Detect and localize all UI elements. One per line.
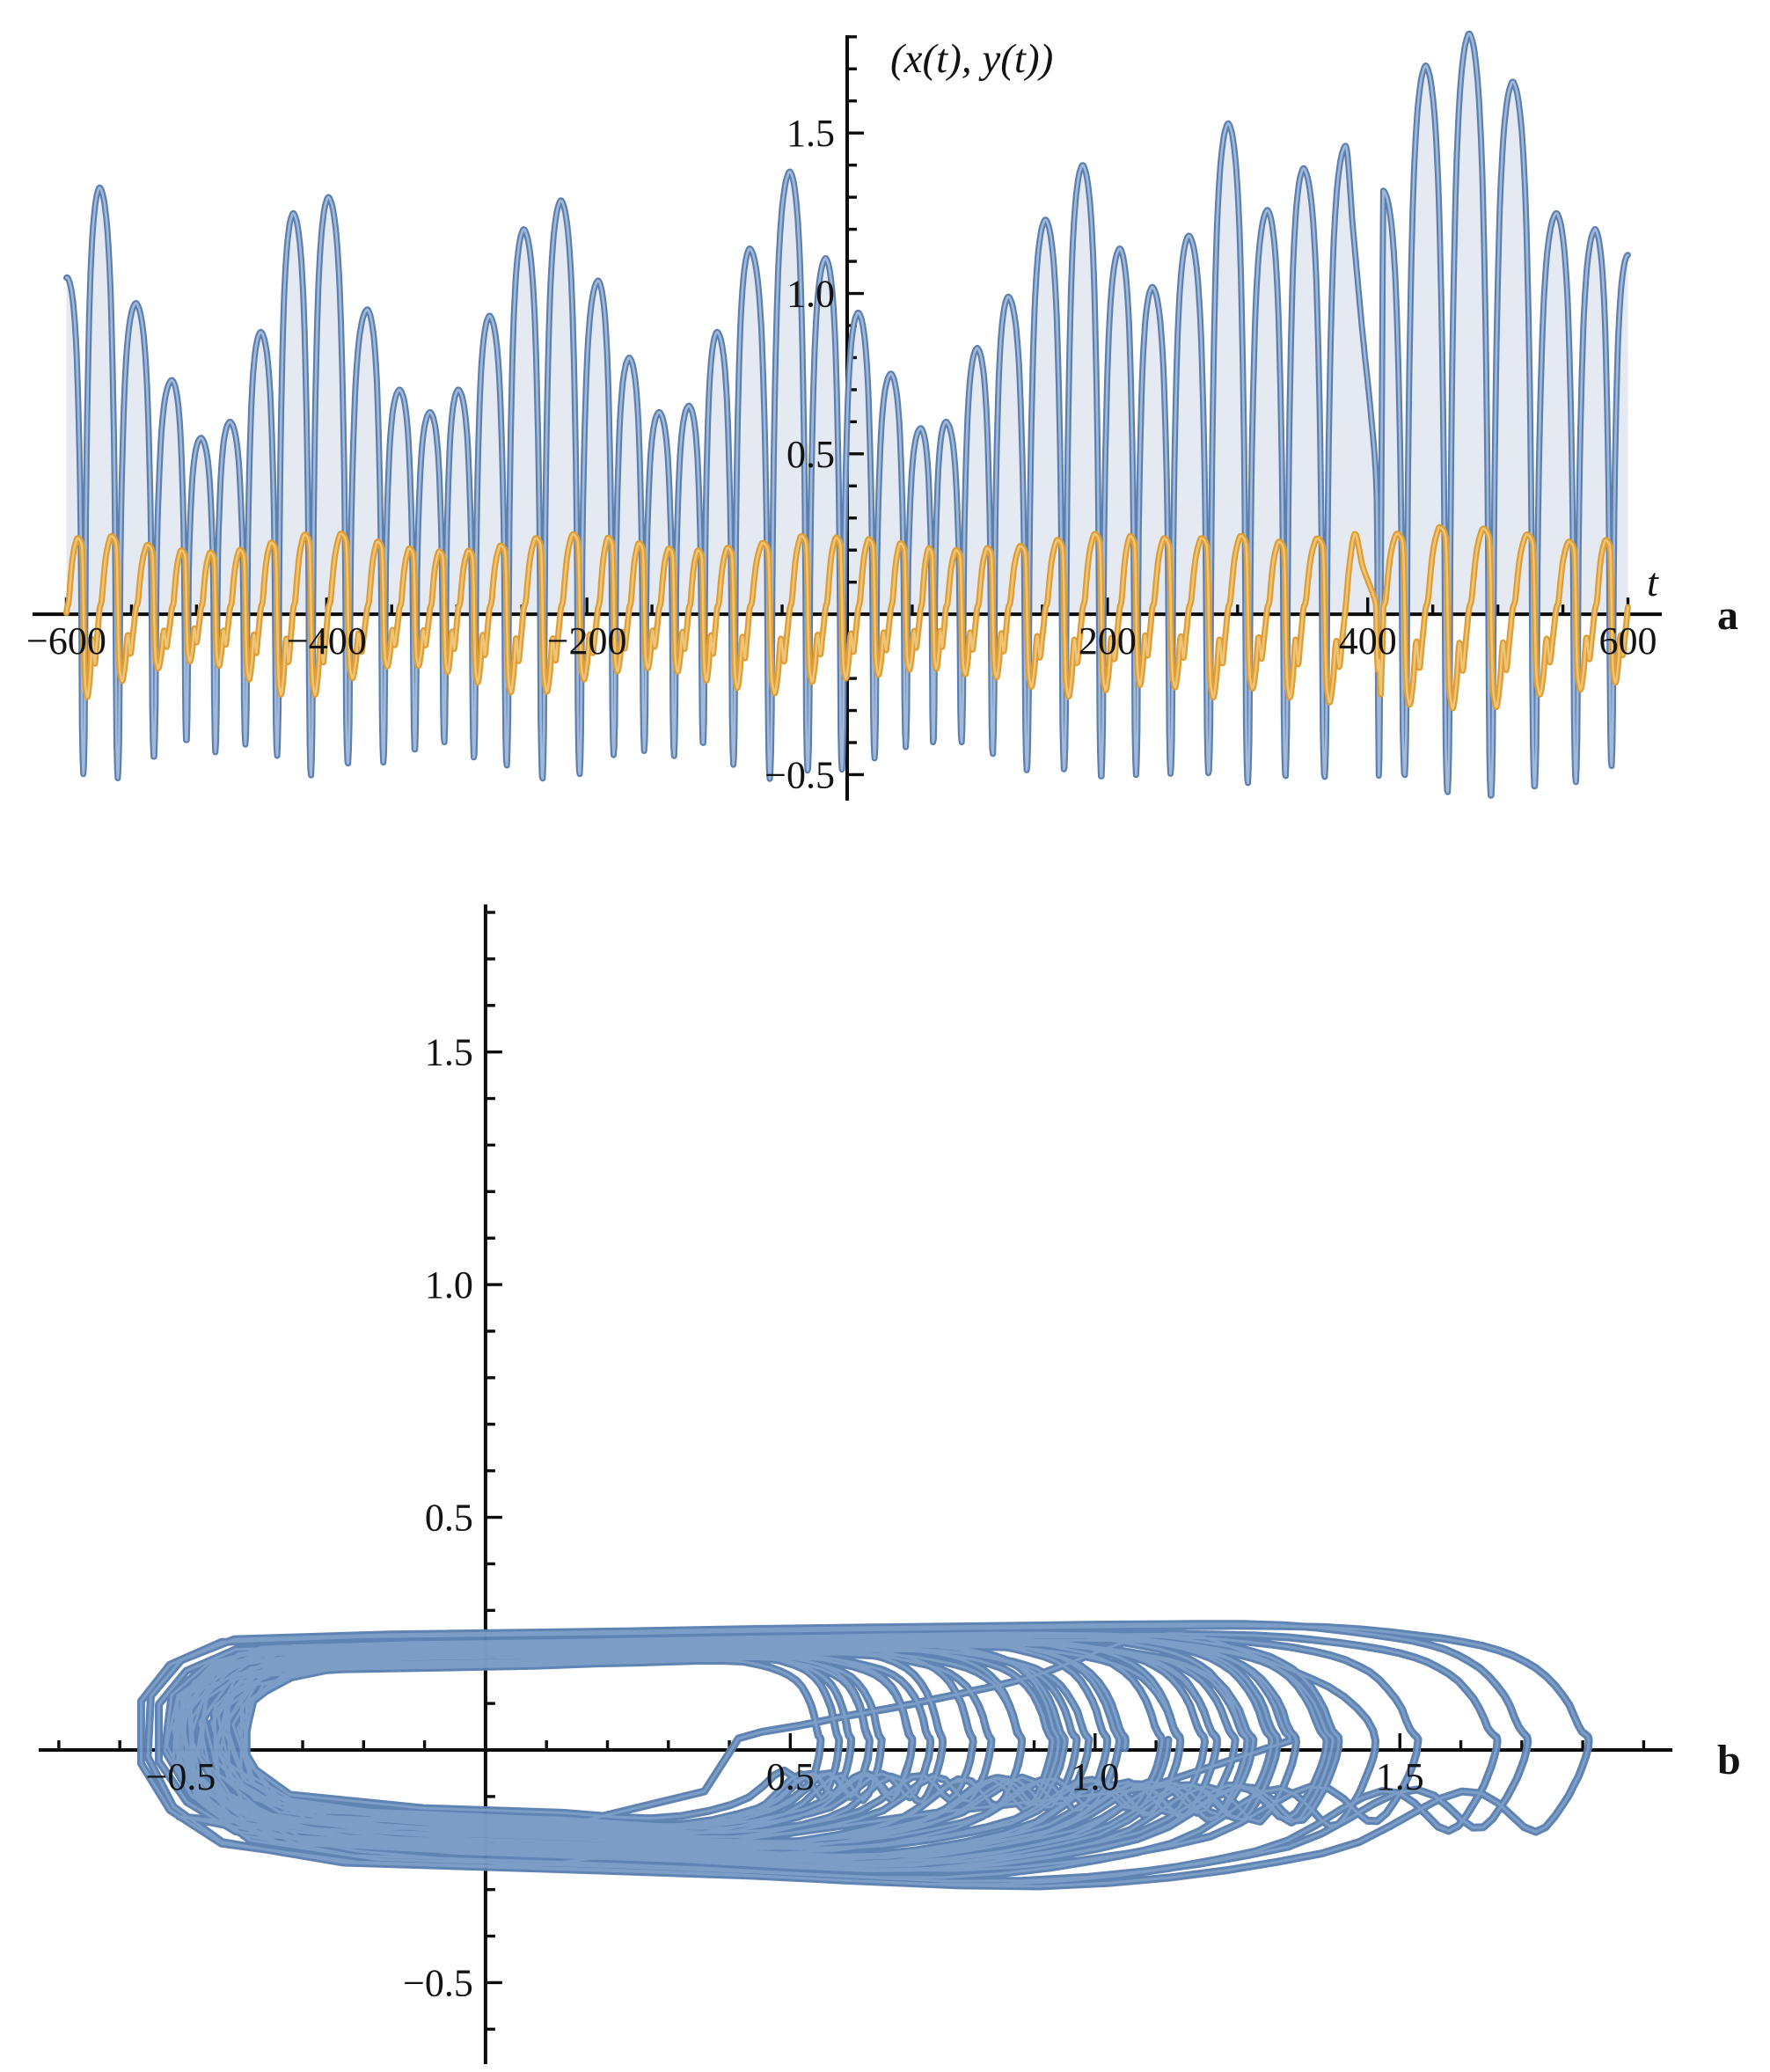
y-tick-label: 1.0 — [786, 273, 835, 316]
x-series-highlight — [65, 32, 1629, 797]
y-tick-label: 1.5 — [786, 112, 835, 155]
x-tick-label: 1.0 — [1071, 1755, 1119, 1798]
x-tick-label: −0.5 — [146, 1755, 216, 1798]
plot-a-xlabel: t — [1647, 560, 1659, 604]
x-tick-label: 1.5 — [1376, 1755, 1424, 1798]
x-tick-label: 0.5 — [766, 1755, 815, 1798]
x-tick-label: −400 — [287, 619, 367, 663]
y-tick-label: 1.5 — [425, 1031, 473, 1074]
x-tick-label: 600 — [1599, 619, 1657, 663]
x-tick-label: −600 — [26, 619, 106, 663]
plot-a-title: (x(t), y(t)) — [890, 36, 1053, 82]
y-tick-label: 0.5 — [786, 433, 835, 476]
y-tick-label: −0.5 — [764, 753, 835, 796]
y-tick-label: −0.5 — [403, 1961, 473, 2004]
y-tick-label: 1.0 — [425, 1263, 473, 1307]
panel-a-label: a — [1717, 592, 1738, 639]
y-tick-label: 0.5 — [425, 1497, 473, 1540]
phase-orbit-highlight — [139, 1622, 1591, 1888]
panel-b-label: b — [1717, 1737, 1741, 1783]
x-tick-label: 200 — [1079, 619, 1137, 663]
x-tick-label: 400 — [1339, 619, 1397, 663]
x-tick-label: −200 — [547, 619, 627, 663]
y-series-highlight — [65, 526, 1629, 710]
